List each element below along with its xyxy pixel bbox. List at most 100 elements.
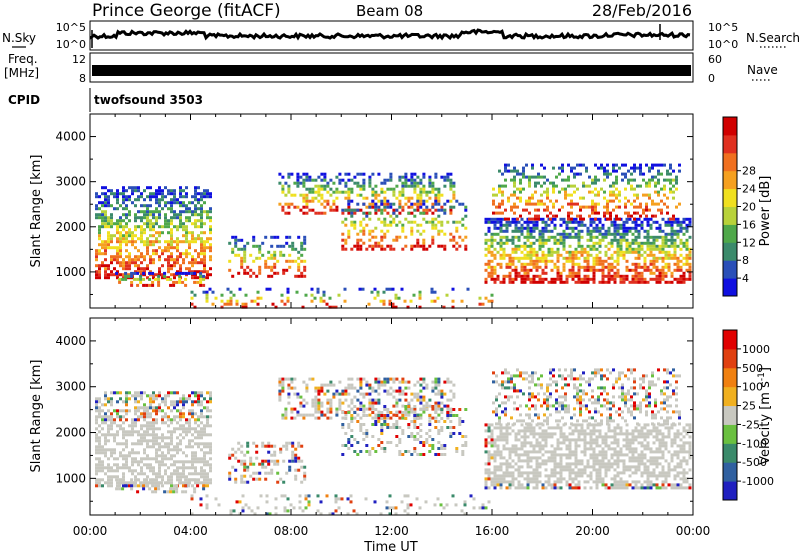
data-cell: [392, 377, 396, 381]
data-cell: [452, 220, 456, 224]
data-cell: [422, 377, 426, 381]
data-cell: [365, 214, 369, 218]
data-cell: [589, 229, 593, 233]
data-cell: [273, 459, 277, 463]
data-cell: [125, 189, 128, 193]
data-cell: [607, 268, 611, 272]
data-cell: [416, 241, 420, 245]
data-cell: [199, 271, 203, 275]
data-cell: [380, 220, 384, 224]
data-cell: [514, 453, 518, 457]
data-cell: [146, 421, 149, 425]
data-cell: [574, 450, 578, 454]
data-cell: [341, 426, 345, 429]
data-cell: [670, 256, 674, 260]
data-cell: [107, 219, 110, 223]
data-cell: [648, 193, 651, 197]
data-cell: [422, 238, 426, 242]
data-cell: [389, 386, 393, 390]
data-cell: [305, 196, 309, 200]
freq-tick-bottom: 8: [79, 72, 86, 85]
data-cell: [98, 436, 101, 440]
data-cell: [389, 411, 393, 414]
data-cell: [615, 163, 618, 167]
data-cell: [270, 459, 274, 463]
data-cell: [568, 268, 572, 272]
data-cell: [496, 483, 500, 487]
data-cell: [529, 280, 533, 284]
data-cell: [359, 380, 363, 384]
data-cell: [350, 247, 354, 251]
data-cell: [107, 439, 110, 443]
data-cell: [356, 247, 360, 251]
data-cell: [191, 270, 194, 274]
data-cell: [294, 459, 298, 463]
data-cell: [464, 205, 468, 209]
data-cell: [116, 475, 119, 479]
data-cell: [523, 450, 527, 454]
data-cell: [517, 244, 521, 248]
data-cell: [637, 256, 641, 260]
data-cell: [574, 226, 578, 230]
data-cell: [368, 205, 372, 209]
data-cell: [422, 407, 426, 411]
data-cell: [433, 299, 437, 303]
data-cell: [410, 205, 414, 209]
data-cell: [146, 439, 149, 443]
data-cell: [601, 441, 605, 445]
data-cell: [249, 456, 253, 460]
data-cell: [322, 290, 326, 294]
data-cell: [592, 450, 596, 454]
data-cell: [179, 267, 182, 271]
data-cell: [178, 280, 182, 284]
data-cell: [116, 225, 119, 229]
data-cell: [487, 486, 491, 490]
data-cell: [137, 210, 140, 214]
data-cell: [493, 480, 497, 484]
data-cell: [273, 462, 277, 466]
data-cell: [261, 253, 265, 257]
data-cell: [98, 442, 101, 446]
data-cell: [140, 412, 143, 416]
data-cell: [529, 250, 533, 254]
data-cell: [197, 391, 200, 395]
data-cell: [137, 264, 140, 268]
data-cell: [577, 423, 581, 427]
data-cell: [616, 253, 620, 257]
data-cell: [197, 252, 200, 256]
data-cell: [209, 216, 212, 220]
data-cell: [561, 166, 564, 170]
data-cell: [137, 189, 140, 193]
data-cell: [167, 189, 170, 193]
data-cell: [508, 259, 512, 263]
data-cell: [601, 450, 605, 454]
data-cell: [382, 290, 386, 294]
data-cell: [182, 472, 185, 476]
data-cell: [190, 271, 194, 275]
data-cell: [249, 253, 253, 257]
data-cell: [347, 423, 351, 426]
data-cell: [365, 450, 369, 453]
data-cell: [443, 444, 447, 447]
data-cell: [526, 256, 530, 260]
data-cell: [116, 201, 119, 205]
data-cell: [122, 436, 125, 440]
data-cell: [101, 225, 104, 229]
data-cell: [577, 432, 581, 436]
data-cell: [279, 477, 283, 481]
data-cell: [568, 250, 572, 254]
data-cell: [134, 397, 137, 401]
data-cell: [404, 217, 408, 221]
data-cell: [589, 244, 593, 248]
data-cell: [449, 232, 453, 236]
data-cell: [164, 442, 167, 446]
data-cell: [287, 377, 291, 381]
data-cell: [122, 400, 125, 404]
data-cell: [654, 214, 657, 218]
data-cell: [311, 377, 315, 381]
data-cell: [688, 274, 692, 278]
data-cell: [113, 267, 116, 271]
data-cell: [125, 391, 128, 395]
data-cell: [359, 383, 363, 387]
data-cell: [353, 244, 357, 248]
